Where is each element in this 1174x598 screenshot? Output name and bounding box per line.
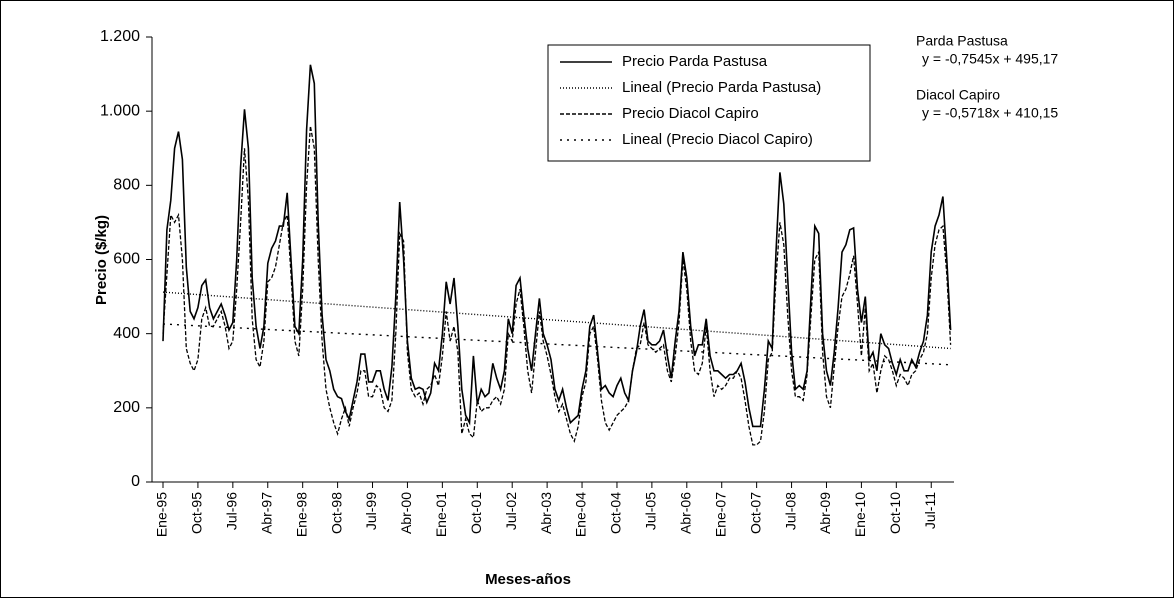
x-tick-label: Oct-01 — [468, 492, 484, 534]
x-tick-label: Abr-09 — [817, 492, 833, 534]
series-line — [162, 291, 951, 350]
x-tick-label: Oct-98 — [328, 492, 344, 534]
x-tick-label: Abr-97 — [258, 492, 274, 534]
x-tick-label: Ene-04 — [573, 492, 589, 537]
x-tick-label: Abr-00 — [398, 492, 414, 534]
x-tick-label: Jul-11 — [922, 492, 938, 529]
legend-label: Lineal (Precio Parda Pastusa) — [622, 79, 821, 96]
y-tick-label: 600 — [113, 251, 140, 268]
x-tick-label: Ene-95 — [154, 492, 170, 537]
x-tick-label: Oct-07 — [747, 492, 763, 534]
series-line — [162, 125, 952, 446]
y-tick-label: 1.200 — [100, 28, 140, 45]
annotation: y = -0,7545x + 495,17 — [922, 51, 1058, 67]
legend-box — [547, 44, 871, 162]
x-tick-label: Oct-04 — [608, 492, 624, 534]
annotation: Parda Pastusa — [916, 33, 1008, 49]
x-tick-label: Ene-07 — [712, 492, 728, 537]
x-tick-label: Ene-98 — [293, 492, 309, 537]
legend-label: Precio Parda Pastusa — [622, 53, 768, 70]
legend-label: Lineal (Precio Diacol Capiro) — [622, 131, 813, 148]
y-tick-label: 1.000 — [100, 102, 140, 119]
y-tick-label: 200 — [113, 399, 140, 416]
annotation: Diacol Capiro — [916, 87, 1000, 103]
x-tick-label: Jul-08 — [782, 492, 798, 530]
y-tick-label: 800 — [113, 177, 140, 194]
legend-label: Precio Diacol Capiro — [622, 105, 759, 122]
x-tick-label: Ene-01 — [433, 492, 449, 537]
x-tick-label: Abr-03 — [538, 492, 554, 534]
x-tick-label: Oct-95 — [189, 492, 205, 534]
y-tick-label: 400 — [113, 325, 140, 342]
y-axis-label: Precio ($/kg) — [93, 215, 110, 305]
x-tick-label: Jul-05 — [643, 492, 659, 530]
x-tick-label: Oct-10 — [887, 492, 903, 534]
x-axis-label: Meses-años — [485, 571, 571, 588]
series-line — [162, 64, 952, 428]
y-tick-label: 0 — [131, 473, 140, 490]
x-tick-label: Ene-10 — [852, 492, 868, 537]
x-tick-label: Jul-96 — [224, 492, 240, 530]
annotation: y = -0,5718x + 410,15 — [922, 105, 1058, 121]
series-line — [162, 323, 951, 366]
x-tick-label: Jul-02 — [503, 492, 519, 530]
x-tick-label: Abr-06 — [678, 492, 694, 534]
x-tick-label: Jul-99 — [363, 492, 379, 530]
